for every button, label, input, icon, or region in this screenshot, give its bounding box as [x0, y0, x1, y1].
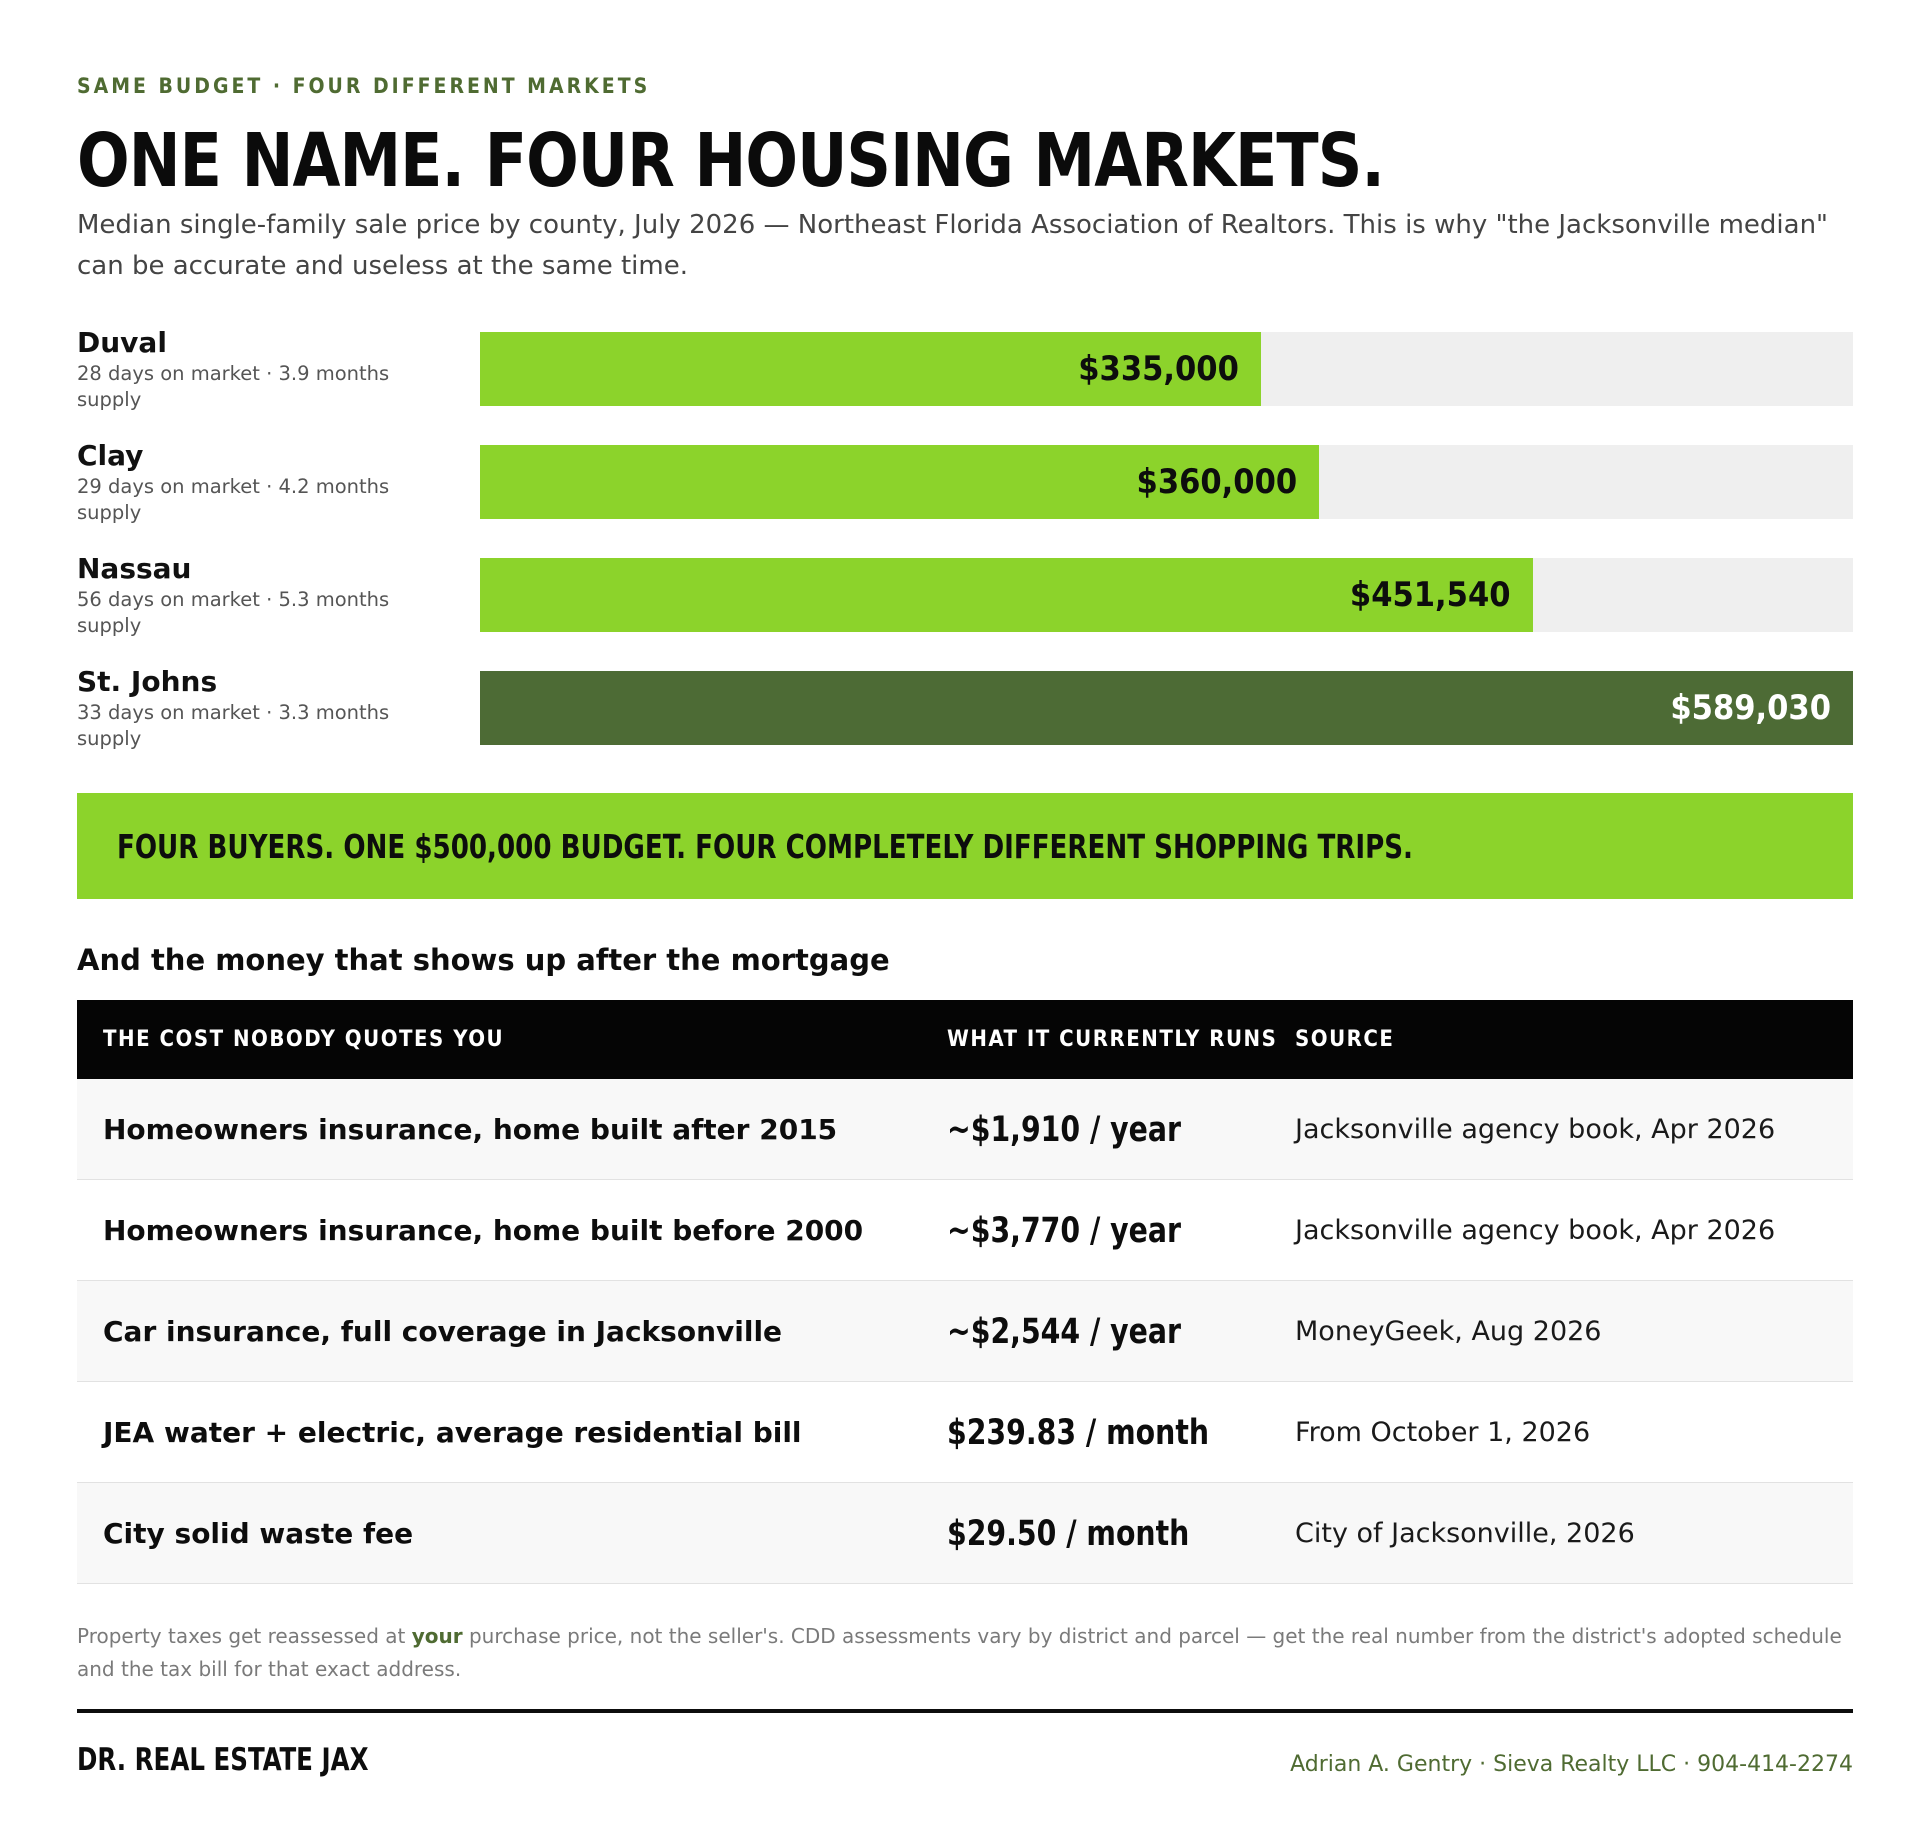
county-name: Duval [77, 326, 167, 359]
cost-amount: $29.50 / month [947, 1513, 1190, 1554]
bar-track: $335,000 [480, 332, 1853, 406]
budget-banner: FOUR BUYERS. ONE $500,000 BUDGET. FOUR C… [77, 793, 1853, 899]
costs-table: THE COST NOBODY QUOTES YOU WHAT IT CURRE… [77, 1000, 1853, 1584]
cost-source: MoneyGeek, Aug 2026 [1295, 1316, 1602, 1347]
cost-source: Jacksonville agency book, Apr 2026 [1295, 1114, 1776, 1145]
price-value-label: $335,000 [1078, 349, 1239, 389]
column-header-source: SOURCE [1295, 1027, 1395, 1052]
column-header-cost-item: THE COST NOBODY QUOTES YOU [103, 1027, 505, 1052]
footnote-text: purchase price, not the seller's. CDD as… [77, 1624, 1842, 1681]
median-price-chart: Duval 28 days on market · 3.9 months supp… [77, 327, 1853, 752]
county-market-stats: 29 days on market · 4.2 months supply [77, 475, 390, 524]
table-row: Homeowners insurance, home built before … [77, 1180, 1853, 1281]
cost-item: Car insurance, full coverage in Jacksonv… [103, 1315, 783, 1348]
eyebrow: SAME BUDGET · FOUR DIFFERENT MARKETS [77, 74, 651, 98]
price-bar: $335,000 [480, 332, 1261, 406]
cost-source: From October 1, 2026 [1295, 1417, 1591, 1448]
cost-amount: $239.83 / month [947, 1412, 1210, 1453]
banner-text: FOUR BUYERS. ONE $500,000 BUDGET. FOUR C… [117, 826, 1413, 866]
price-value-label: $589,030 [1670, 688, 1831, 728]
price-value-label: $360,000 [1136, 462, 1298, 502]
county-name: St. Johns [77, 665, 218, 698]
cost-amount: ~$2,544 / year [947, 1311, 1181, 1352]
cost-item: Homeowners insurance, home built before … [103, 1214, 864, 1247]
brand-name: DR. REAL ESTATE JAX [77, 1742, 369, 1778]
county-market-stats: 28 days on market · 3.9 months supply [77, 362, 390, 411]
county-label: Duval 28 days on market · 3.9 months supp… [77, 327, 437, 413]
footnote-emphasis: your [411, 1624, 463, 1648]
price-bar: $451,540 [480, 558, 1533, 632]
county-name: Nassau [77, 552, 192, 585]
price-bar: $589,030 [480, 671, 1853, 745]
cost-amount: ~$3,770 / year [947, 1210, 1181, 1251]
table-row: City solid waste fee $29.50 / month City… [77, 1483, 1853, 1584]
cost-amount: ~$1,910 / year [947, 1109, 1181, 1150]
contact-info: Adrian A. Gentry · Sieva Realty LLC · 90… [1290, 1752, 1853, 1777]
cost-item: City solid waste fee [103, 1517, 414, 1550]
county-market-stats: 33 days on market · 3.3 months supply [77, 701, 390, 750]
county-label: Clay 29 days on market · 4.2 months suppl… [77, 440, 437, 526]
table-row: Homeowners insurance, home built after 2… [77, 1079, 1853, 1180]
footnote-text: Property taxes get reassessed at [77, 1624, 412, 1648]
table-row: JEA water + electric, average residentia… [77, 1382, 1853, 1483]
cost-source: City of Jacksonville, 2026 [1295, 1518, 1635, 1549]
bar-track: $360,000 [480, 445, 1853, 519]
bar-track: $589,030 [480, 671, 1853, 745]
price-bar: $360,000 [480, 445, 1320, 519]
page-subtitle: Median single-family sale price by count… [77, 210, 1829, 281]
table-header: THE COST NOBODY QUOTES YOU WHAT IT CURRE… [77, 1000, 1853, 1079]
cost-item: Homeowners insurance, home built after 2… [103, 1113, 838, 1146]
county-market-stats: 56 days on market · 5.3 months supply [77, 588, 390, 637]
costs-heading: And the money that shows up after the mo… [77, 943, 890, 977]
county-label: Nassau 56 days on market · 5.3 months sup… [77, 553, 437, 639]
county-name: Clay [77, 439, 144, 472]
table-row: Car insurance, full coverage in Jacksonv… [77, 1281, 1853, 1382]
cost-source: Jacksonville agency book, Apr 2026 [1295, 1215, 1776, 1246]
column-header-amount: WHAT IT CURRENTLY RUNS [947, 1027, 1278, 1052]
bar-track: $451,540 [480, 558, 1853, 632]
page-title: ONE NAME. FOUR HOUSING MARKETS. [77, 118, 1385, 204]
footnote: Property taxes get reassessed at your pu… [77, 1620, 1853, 1686]
price-value-label: $451,540 [1349, 575, 1511, 615]
cost-item: JEA water + electric, average residentia… [103, 1416, 802, 1449]
county-label: St. Johns 33 days on market · 3.3 months … [77, 666, 437, 752]
footer-divider [77, 1709, 1853, 1713]
